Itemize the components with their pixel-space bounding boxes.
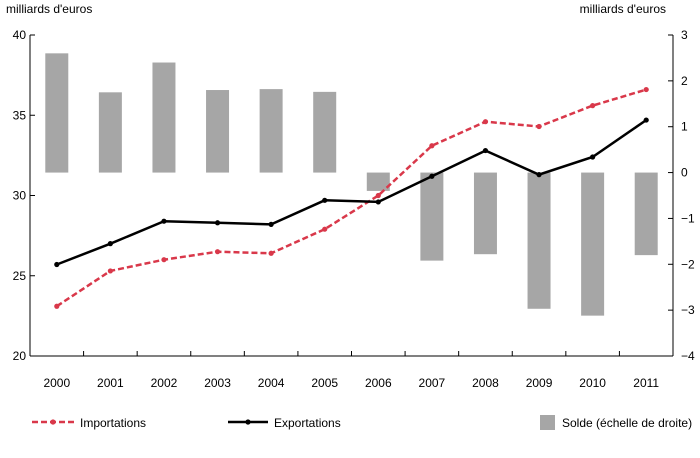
bar bbox=[581, 172, 605, 316]
left-tick-label: 40 bbox=[13, 28, 27, 42]
x-tick-label: 2004 bbox=[258, 376, 285, 390]
x-tick-label: 2002 bbox=[151, 376, 178, 390]
point bbox=[590, 103, 596, 109]
x-tick-label: 2008 bbox=[472, 376, 499, 390]
left-axis-unit-label: milliards d'euros bbox=[6, 2, 92, 16]
x-tick-label: 2003 bbox=[204, 376, 231, 390]
x-tick-label: 2010 bbox=[579, 376, 606, 390]
right-tick-label: −4 bbox=[681, 349, 695, 363]
legend-solde-label: Solde (échelle de droite) bbox=[562, 416, 692, 430]
line-series-group bbox=[54, 86, 649, 309]
point bbox=[536, 123, 542, 130]
bar bbox=[45, 53, 69, 173]
left-tick-label: 25 bbox=[13, 269, 27, 283]
point bbox=[590, 154, 596, 160]
bar bbox=[527, 172, 551, 309]
right-tick-label: 1 bbox=[681, 120, 688, 134]
bar bbox=[634, 172, 658, 256]
axes: 20 25 30 35 40 −4 −3 −2 −1 0 1 2 3 2000 2001 2002 2003 20… bbox=[13, 28, 695, 390]
bar bbox=[259, 89, 283, 173]
bar bbox=[206, 90, 230, 173]
right-tick-label: 3 bbox=[681, 28, 688, 42]
point bbox=[322, 226, 328, 232]
x-tick-label: 2000 bbox=[43, 376, 70, 390]
point bbox=[54, 261, 60, 268]
point bbox=[107, 241, 113, 247]
point bbox=[107, 268, 113, 274]
point bbox=[214, 220, 221, 226]
point bbox=[214, 249, 221, 255]
point bbox=[482, 119, 489, 125]
point bbox=[429, 173, 435, 179]
left-tick-label: 20 bbox=[13, 349, 27, 363]
right-tick-label: −1 bbox=[681, 211, 695, 225]
legend-importations-marker bbox=[50, 419, 56, 425]
point bbox=[429, 143, 435, 149]
point bbox=[536, 172, 542, 178]
legend-exportations-marker bbox=[245, 419, 251, 425]
x-tick-label: 2001 bbox=[97, 376, 124, 390]
point bbox=[643, 117, 649, 123]
x-tick-label: 2007 bbox=[419, 376, 446, 390]
bar-series-solde bbox=[45, 53, 658, 316]
point bbox=[482, 147, 489, 154]
legend-solde-swatch bbox=[540, 415, 555, 430]
right-tick-label: 0 bbox=[681, 166, 688, 180]
series-line bbox=[56, 88, 647, 308]
right-axis-unit-label: milliards d'euros bbox=[580, 2, 666, 16]
bar bbox=[473, 172, 497, 255]
point bbox=[54, 303, 60, 309]
left-tick-label: 35 bbox=[13, 108, 27, 122]
legend-exportations-label: Exportations bbox=[274, 416, 341, 430]
point bbox=[643, 86, 649, 93]
point bbox=[375, 199, 381, 205]
x-tick-label: 2006 bbox=[365, 376, 392, 390]
left-tick-label: 30 bbox=[13, 189, 27, 203]
right-tick-label: −3 bbox=[681, 303, 695, 317]
bar bbox=[366, 172, 390, 191]
bar bbox=[420, 172, 444, 261]
legend-importations-label: Importations bbox=[80, 416, 146, 430]
bar bbox=[98, 92, 122, 173]
x-tick-label: 2009 bbox=[526, 376, 553, 390]
x-tick-label: 2005 bbox=[311, 376, 338, 390]
point bbox=[375, 192, 381, 199]
bar bbox=[313, 91, 337, 173]
point bbox=[268, 250, 274, 256]
point bbox=[268, 221, 274, 227]
legend: Importations Exportations Solde (échelle d… bbox=[32, 415, 692, 430]
x-tick-label: 2011 bbox=[633, 376, 659, 390]
series-line bbox=[56, 119, 647, 266]
right-tick-label: −2 bbox=[681, 257, 695, 271]
point bbox=[161, 257, 167, 263]
bar bbox=[152, 62, 176, 173]
right-tick-label: 2 bbox=[681, 74, 688, 88]
point bbox=[161, 218, 167, 224]
point bbox=[322, 197, 328, 203]
